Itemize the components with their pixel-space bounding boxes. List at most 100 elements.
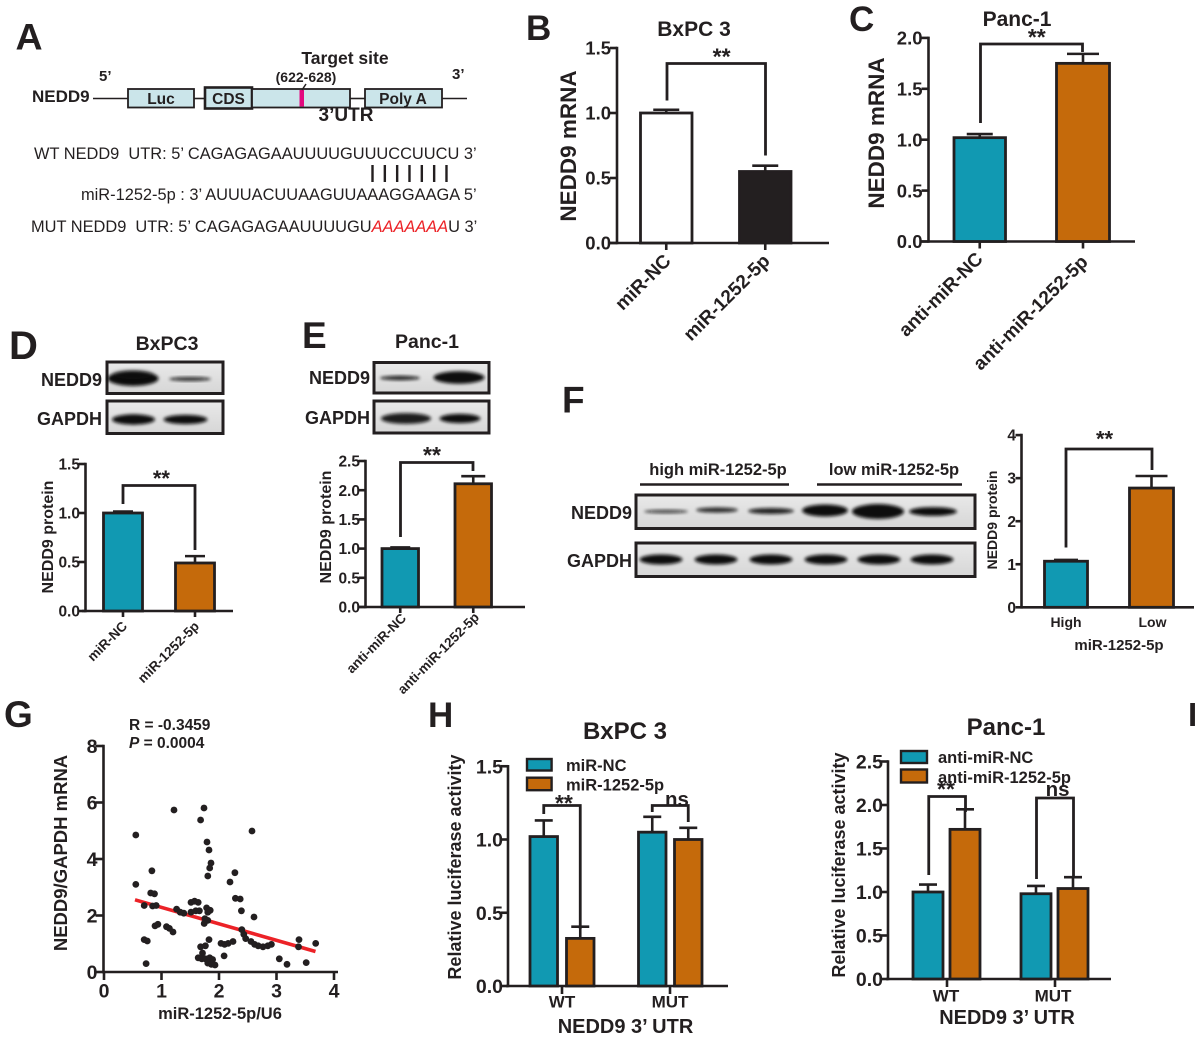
svg-text:2.5: 2.5	[856, 752, 883, 774]
svg-text:miR-1252-5p/U6: miR-1252-5p/U6	[158, 1005, 282, 1023]
svg-text:anti-miR-NC: anti-miR-NC	[938, 749, 1033, 767]
svg-text:1.5: 1.5	[585, 38, 611, 59]
svg-text:NEDD9 3’ UTR: NEDD9 3’ UTR	[558, 1016, 694, 1038]
svg-text:GAPDH: GAPDH	[305, 408, 370, 428]
svg-text:NEDD9: NEDD9	[32, 87, 90, 106]
svg-text:H: H	[428, 696, 453, 735]
svg-text:1.0: 1.0	[476, 830, 503, 852]
svg-text:ns: ns	[665, 788, 689, 811]
svg-text:High: High	[1050, 614, 1081, 630]
svg-text:1.5: 1.5	[897, 78, 923, 99]
svg-text:0.0: 0.0	[338, 600, 360, 617]
svg-text:NEDD9 mRNA: NEDD9 mRNA	[864, 57, 889, 208]
svg-text:0.0: 0.0	[856, 969, 883, 991]
svg-text:1: 1	[1007, 557, 1016, 574]
svg-text:Relative luciferase activity: Relative luciferase activity	[829, 752, 849, 977]
svg-text:BxPC3: BxPC3	[136, 333, 199, 355]
svg-text:**: **	[1028, 24, 1046, 50]
svg-text:MUT: MUT	[652, 993, 689, 1012]
svg-text:3’: 3’	[452, 66, 465, 83]
svg-text:**: **	[555, 790, 573, 816]
svg-text:Luc: Luc	[147, 91, 175, 108]
svg-text:MUT: MUT	[1035, 987, 1072, 1006]
svg-text:BxPC 3: BxPC 3	[657, 18, 731, 41]
svg-text:high miR-1252-5p: high miR-1252-5p	[649, 461, 787, 479]
svg-text:0.5: 0.5	[897, 180, 923, 201]
svg-text:NEDD9 protein: NEDD9 protein	[318, 471, 335, 584]
svg-text:0.0: 0.0	[897, 231, 923, 252]
svg-text:0: 0	[1007, 600, 1016, 617]
svg-text:1.0: 1.0	[897, 129, 923, 150]
svg-text:**: **	[423, 442, 441, 468]
svg-text:P = 0.0004: P = 0.0004	[129, 735, 205, 752]
svg-text:E: E	[302, 315, 327, 356]
svg-text:miR-NC: miR-NC	[566, 757, 627, 775]
svg-text:B: B	[526, 9, 551, 48]
svg-text:NEDD9 mRNA: NEDD9 mRNA	[556, 70, 581, 221]
svg-text:3: 3	[1007, 471, 1016, 488]
svg-text:2.5: 2.5	[338, 454, 360, 471]
svg-text:MUT NEDD9 UTR: 5’ CAGAGAGAAUU: MUT NEDD9 UTR: 5’ CAGAGAGAAUUUUGUAAAAAAA…	[31, 218, 477, 236]
svg-text:ns: ns	[1046, 778, 1070, 801]
svg-text:F: F	[562, 380, 585, 421]
svg-text:2.0: 2.0	[338, 483, 360, 500]
svg-text:R = -0.3459: R = -0.3459	[129, 717, 211, 734]
svg-text:2.0: 2.0	[856, 795, 883, 817]
svg-text:I: I	[1188, 696, 1197, 733]
svg-text:5’: 5’	[99, 68, 112, 85]
svg-text:NEDD9 protein: NEDD9 protein	[984, 471, 1000, 570]
svg-text:Panc-1: Panc-1	[395, 331, 459, 353]
svg-text:Poly A: Poly A	[379, 91, 427, 108]
svg-text:Panc-1: Panc-1	[983, 8, 1052, 31]
svg-text:NEDD9: NEDD9	[309, 368, 370, 388]
svg-text:1.0: 1.0	[856, 882, 883, 904]
svg-text:WT NEDD9 UTR: 5’ CAGAGAGAAUUU: WT NEDD9 UTR: 5’ CAGAGAGAAUUUUGUUUCCUUCU…	[34, 145, 477, 163]
svg-text:GAPDH: GAPDH	[37, 409, 102, 429]
svg-text:4: 4	[1007, 428, 1016, 445]
svg-text:Panc-1: Panc-1	[967, 714, 1046, 741]
svg-text:1.0: 1.0	[585, 103, 611, 124]
svg-text:0.5: 0.5	[58, 555, 80, 572]
svg-text:C: C	[849, 0, 874, 39]
svg-text:BxPC 3: BxPC 3	[583, 718, 667, 745]
svg-text:Target site: Target site	[301, 48, 388, 68]
svg-text:2: 2	[87, 906, 98, 928]
svg-text:0.5: 0.5	[856, 926, 883, 948]
svg-text:GAPDH: GAPDH	[567, 551, 632, 571]
svg-text:Relative luciferase activity: Relative luciferase activity	[445, 754, 465, 979]
svg-text:2: 2	[214, 981, 225, 1003]
svg-text:Low: Low	[1139, 614, 1167, 630]
svg-text:**: **	[713, 44, 731, 70]
svg-text:0.5: 0.5	[476, 903, 503, 925]
svg-text:NEDD9: NEDD9	[571, 503, 632, 523]
svg-text:3’UTR: 3’UTR	[319, 105, 374, 126]
svg-text:1.5: 1.5	[58, 457, 80, 474]
svg-text:(622-628): (622-628)	[276, 69, 337, 85]
svg-text:0.0: 0.0	[476, 976, 503, 998]
svg-text:3: 3	[271, 981, 282, 1003]
svg-text:0: 0	[87, 962, 98, 984]
svg-text:G: G	[4, 694, 33, 735]
svg-text:anti-miR-1252-5p: anti-miR-1252-5p	[938, 769, 1071, 787]
svg-text:NEDD9: NEDD9	[41, 370, 102, 390]
svg-text:miR-1252-5p : 3’ AUUUACUUAAGUU: miR-1252-5p : 3’ AUUUACUUAAGUUAAAGGAAGA …	[81, 186, 477, 204]
svg-text:WT: WT	[549, 993, 576, 1012]
svg-text:**: **	[1096, 426, 1114, 451]
svg-text:1.0: 1.0	[58, 506, 80, 523]
svg-text:miR-1252-5p: miR-1252-5p	[1074, 637, 1163, 654]
svg-text:4: 4	[329, 981, 340, 1003]
svg-text:0: 0	[99, 981, 110, 1003]
svg-text:1.0: 1.0	[338, 541, 360, 558]
svg-text:1.5: 1.5	[856, 839, 883, 861]
svg-text:NEDD9 protein: NEDD9 protein	[40, 481, 57, 594]
svg-text:miR-1252-5p: miR-1252-5p	[566, 777, 664, 795]
svg-text:CDS: CDS	[212, 91, 245, 108]
svg-text:D: D	[9, 324, 38, 368]
svg-text:1: 1	[156, 981, 167, 1003]
svg-text:**: **	[937, 776, 955, 802]
svg-text:0.0: 0.0	[58, 604, 80, 621]
svg-text:1.5: 1.5	[476, 756, 503, 778]
svg-text:low miR-1252-5p: low miR-1252-5p	[829, 461, 959, 479]
svg-text:NEDD9 3’ UTR: NEDD9 3’ UTR	[939, 1007, 1075, 1029]
svg-text:6: 6	[87, 793, 98, 815]
